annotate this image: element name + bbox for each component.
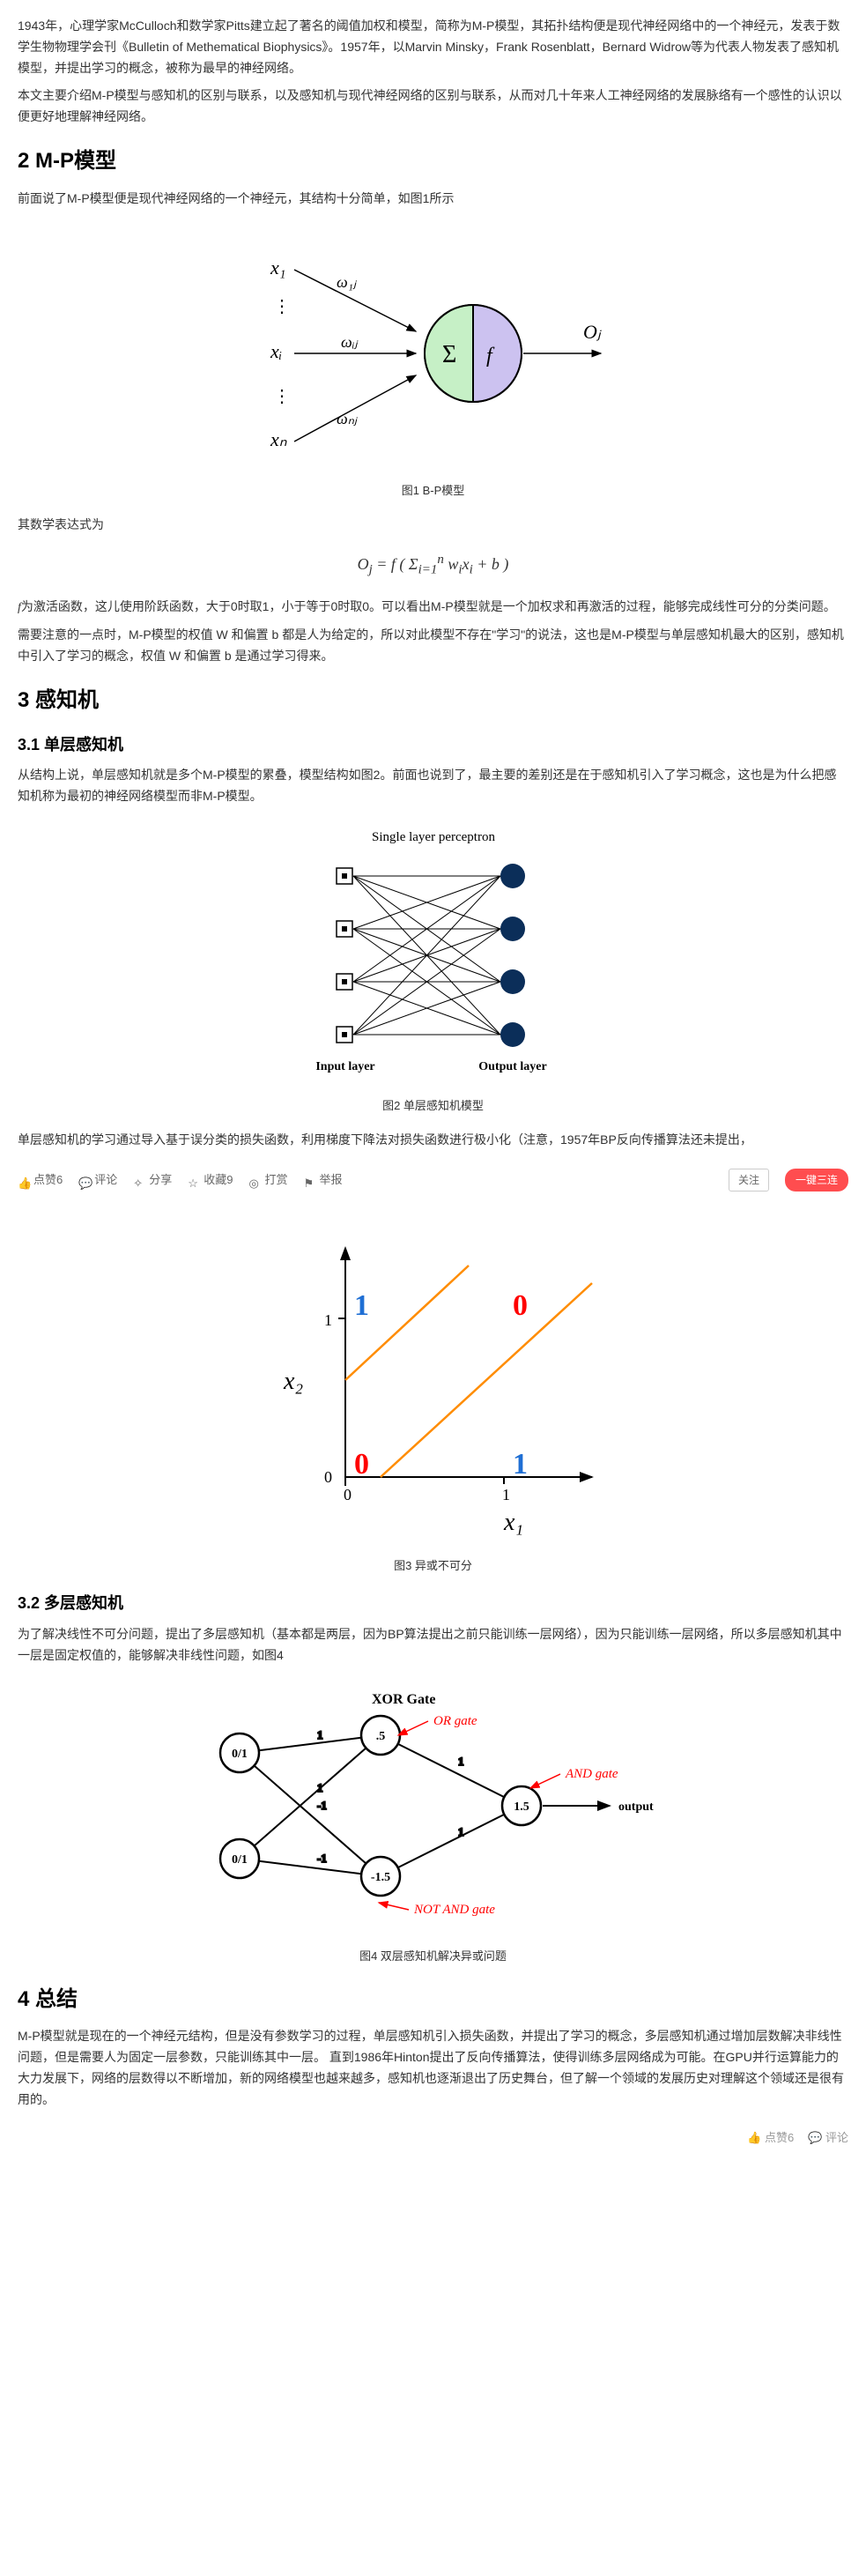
svg-text:Single layer perceptron: Single layer perceptron: [372, 830, 495, 844]
svg-text:0/1: 0/1: [232, 1853, 248, 1867]
svg-text:1: 1: [324, 1311, 332, 1329]
coin-icon: ◎: [249, 1174, 262, 1186]
fig3-caption: 图3 异或不可分: [18, 1556, 848, 1576]
share-icon: ✧: [133, 1174, 145, 1186]
like-button[interactable]: 👍点赞6: [18, 1170, 63, 1190]
sec2-math-label: 其数学表达式为: [18, 515, 848, 536]
svg-text:xₙ: xₙ: [270, 428, 287, 450]
svg-text:NOT AND gate: NOT AND gate: [413, 1903, 495, 1917]
comment-icon: 💬: [78, 1174, 91, 1186]
sec2-p2a: f为激活函数，这儿使用阶跃函数，大于0时取1，小于等于0时取0。可以看出M-P模…: [18, 597, 848, 619]
sec3-title: 3 感知机: [18, 683, 848, 719]
footer-toolbar: 👍 点赞6 💬 评论: [18, 2128, 848, 2148]
sec4-title: 4 总结: [18, 1982, 848, 2018]
svg-text:0: 0: [354, 1448, 369, 1481]
sec3-sub1-title: 3.1 单层感知机: [18, 731, 848, 759]
svg-text:1: 1: [317, 1728, 323, 1741]
figure-1: x₁ xᵢ xₙ ⋮ ⋮ ω₁ⱼ ωᵢⱼ ωₙⱼ Σ f Oⱼ: [18, 226, 848, 472]
sec3-sub2-title: 3.2 多层感知机: [18, 1590, 848, 1617]
sec2-title: 2 M-P模型: [18, 144, 848, 180]
svg-text:1: 1: [513, 1448, 528, 1481]
fav-button[interactable]: ☆收藏9: [188, 1170, 233, 1190]
svg-text:x₂: x₂: [283, 1368, 303, 1395]
sec2-p2b: 需要注意的一点时，M-P模型的权值 W 和偏置 b 都是人为给定的，所以对此模型…: [18, 625, 848, 667]
svg-text:ωₙⱼ: ωₙⱼ: [337, 410, 359, 427]
report-button[interactable]: ⚑举报: [304, 1170, 343, 1190]
svg-text:-1: -1: [317, 1799, 327, 1812]
fig2-caption: 图2 单层感知机模型: [18, 1096, 848, 1116]
fig1-caption: 图1 B-P模型: [18, 481, 848, 501]
svg-text:ωᵢⱼ: ωᵢⱼ: [341, 333, 359, 351]
figure-3: 0 1 0 1 x₁ x₂ 0 1 1 0: [18, 1213, 848, 1548]
intro-p1: 1943年，心理学家McCulloch和数学家Pitts建立起了著名的阈值加权和…: [18, 16, 848, 78]
svg-text:0/1: 0/1: [232, 1748, 248, 1761]
svg-text:⋮: ⋮: [273, 387, 291, 406]
sec2-p1: 前面说了M-P模型便是现代神经网络的一个神经元，其结构十分简单，如图1所示: [18, 189, 848, 210]
sec2-formula: Oj = f ( Σi=1n wixi + b ): [18, 549, 848, 582]
svg-text:output: output: [618, 1800, 654, 1814]
figure-4: XOR Gate 1 -1 1 -1 1 1 0/1 0/1 .5 -1.5 1.5 OR gat…: [18, 1682, 848, 1938]
svg-text:xᵢ: xᵢ: [270, 340, 282, 362]
footer-comment-button[interactable]: 💬 评论: [808, 2128, 848, 2148]
svg-text:AND gate: AND gate: [565, 1767, 618, 1781]
svg-text:Σ: Σ: [442, 341, 456, 368]
svg-text:1: 1: [458, 1825, 464, 1838]
svg-text:-1: -1: [317, 1852, 327, 1865]
triple-button[interactable]: 一键三连: [785, 1169, 848, 1191]
svg-text:1: 1: [317, 1781, 323, 1794]
sec3-sub2-p1: 为了解决线性不可分问题，提出了多层感知机（基本都是两层，因为BP算法提出之前只能…: [18, 1624, 848, 1667]
sec3-sub1-p2: 单层感知机的学习通过导入基于误分类的损失函数，利用梯度下降法对损失函数进行极小化…: [18, 1130, 848, 1151]
svg-text:0: 0: [324, 1468, 332, 1486]
svg-text:.5: .5: [375, 1730, 385, 1743]
comment-icon: 💬: [808, 2131, 822, 2144]
formula-text: Oj = f ( Σi=1n wixi + b ): [358, 555, 509, 573]
footer-like-button[interactable]: 👍 点赞6: [747, 2128, 794, 2148]
svg-text:⋮: ⋮: [273, 297, 291, 316]
follow-button[interactable]: 关注: [729, 1169, 769, 1191]
svg-text:1.5: 1.5: [514, 1800, 529, 1814]
svg-text:Output layer: Output layer: [478, 1060, 546, 1073]
svg-text:ω₁ⱼ: ω₁ⱼ: [337, 273, 358, 291]
svg-text:x₁: x₁: [270, 256, 285, 278]
share-button[interactable]: ✧分享: [133, 1170, 172, 1190]
svg-text:-1.5: -1.5: [370, 1871, 389, 1884]
comment-button[interactable]: 💬评论: [78, 1170, 117, 1190]
flag-icon: ⚑: [304, 1174, 316, 1186]
svg-text:0: 0: [513, 1289, 528, 1322]
reward-button[interactable]: ◎打赏: [249, 1170, 288, 1190]
intro-p2: 本文主要介绍M-P模型与感知机的区别与联系，以及感知机与现代神经网络的区别与联系…: [18, 85, 848, 128]
svg-text:x₁: x₁: [503, 1509, 523, 1536]
svg-text:OR gate: OR gate: [433, 1714, 477, 1728]
svg-text:1: 1: [354, 1289, 369, 1322]
svg-text:Oⱼ: Oⱼ: [583, 321, 602, 343]
thumb-icon: 👍: [747, 2131, 761, 2144]
svg-text:Input layer: Input layer: [315, 1060, 374, 1073]
star-icon: ☆: [188, 1174, 200, 1186]
sec4-p1: M-P模型就是现在的一个神经元结构，但是没有参数学习的过程，单层感知机引入损失函…: [18, 2026, 848, 2110]
action-toolbar: 👍点赞6 💬评论 ✧分享 ☆收藏9 ◎打赏 ⚑举报 关注 一键三连: [18, 1163, 848, 1197]
svg-text:1: 1: [458, 1755, 464, 1768]
thumb-icon: 👍: [18, 1174, 30, 1186]
figure-2: Single layer perceptron Input layer Outp…: [18, 823, 848, 1088]
svg-text:0: 0: [344, 1486, 352, 1503]
svg-text:1: 1: [502, 1486, 510, 1503]
svg-text:XOR Gate: XOR Gate: [372, 1692, 435, 1707]
fig4-caption: 图4 双层感知机解决异或问题: [18, 1947, 848, 1966]
sec3-sub1-p1: 从结构上说，单层感知机就是多个M-P模型的累叠，模型结构如图2。前面也说到了，最…: [18, 765, 848, 807]
